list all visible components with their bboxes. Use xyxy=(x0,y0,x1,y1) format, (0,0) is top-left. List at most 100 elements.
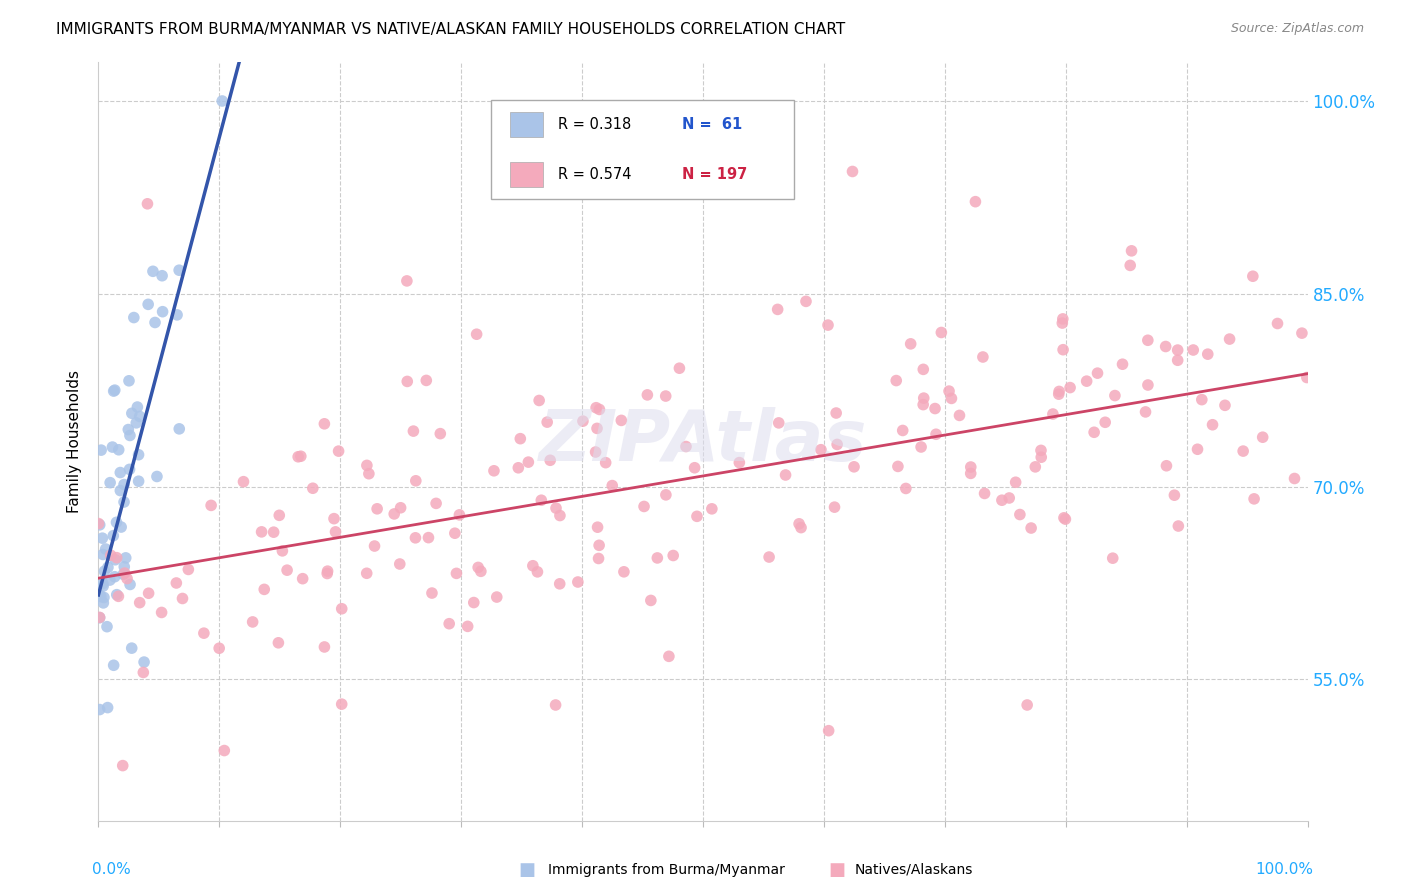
Point xyxy=(768,416,790,430)
Point xyxy=(1042,407,1064,421)
Point xyxy=(103,384,125,398)
Point xyxy=(610,413,633,427)
Point xyxy=(1219,332,1241,346)
Point xyxy=(89,517,111,532)
Point xyxy=(388,557,411,571)
Point xyxy=(686,509,709,524)
Point xyxy=(389,500,412,515)
Point xyxy=(89,702,111,716)
Text: IMMIGRANTS FROM BURMA/MYANMAR VS NATIVE/ALASKAN FAMILY HOUSEHOLDS CORRELATION CH: IMMIGRANTS FROM BURMA/MYANMAR VS NATIVE/… xyxy=(56,22,845,37)
Point xyxy=(959,460,981,475)
Point xyxy=(301,481,323,495)
Point xyxy=(425,496,447,510)
Point xyxy=(96,620,118,634)
Point xyxy=(465,327,488,342)
Point xyxy=(128,448,150,462)
Point xyxy=(482,464,505,478)
Point xyxy=(1054,512,1077,526)
Text: ■: ■ xyxy=(828,861,845,879)
Point xyxy=(775,467,797,482)
Point xyxy=(105,550,128,565)
Point xyxy=(98,475,121,490)
Point xyxy=(910,440,932,454)
Text: R = 0.574: R = 0.574 xyxy=(558,167,631,182)
FancyBboxPatch shape xyxy=(509,112,543,137)
Point xyxy=(675,440,697,454)
Point xyxy=(104,553,127,567)
Point xyxy=(107,590,129,604)
Point xyxy=(1052,316,1074,330)
Point xyxy=(90,590,112,604)
Point xyxy=(114,550,136,565)
Point xyxy=(382,507,405,521)
Text: 0.0%: 0.0% xyxy=(93,863,131,878)
Point xyxy=(291,572,314,586)
Point xyxy=(93,591,115,605)
Point xyxy=(544,698,567,712)
Point xyxy=(912,391,935,405)
Point xyxy=(825,437,848,451)
Point xyxy=(132,655,155,669)
Point xyxy=(887,459,910,474)
Point xyxy=(93,564,115,578)
Point xyxy=(1167,519,1189,533)
Point xyxy=(314,417,336,431)
Point xyxy=(118,374,141,388)
Text: ■: ■ xyxy=(519,861,536,879)
Point xyxy=(894,482,917,496)
Point xyxy=(924,401,946,416)
Point xyxy=(1213,398,1236,412)
Point xyxy=(595,456,617,470)
Text: Immigrants from Burma/Myanmar: Immigrants from Burma/Myanmar xyxy=(548,863,785,877)
Point xyxy=(548,508,571,523)
Point xyxy=(122,310,145,325)
Point xyxy=(110,466,132,480)
Point xyxy=(655,488,678,502)
Text: ZIPAtlas: ZIPAtlas xyxy=(538,407,868,476)
Point xyxy=(841,164,863,178)
Point xyxy=(948,409,970,423)
Point xyxy=(938,384,960,398)
Point xyxy=(357,467,380,481)
Text: 100.0%: 100.0% xyxy=(1256,863,1313,878)
Point xyxy=(177,562,200,576)
Point xyxy=(1119,259,1142,273)
Point xyxy=(94,541,117,556)
Point xyxy=(633,500,655,514)
Point xyxy=(193,626,215,640)
Point xyxy=(136,297,159,311)
Point xyxy=(97,700,120,714)
Point xyxy=(87,516,110,531)
Point xyxy=(118,428,141,442)
Point xyxy=(544,501,567,516)
Point xyxy=(117,423,139,437)
Point xyxy=(470,564,492,578)
Point xyxy=(1087,366,1109,380)
Point xyxy=(115,572,138,586)
Point xyxy=(1083,425,1105,440)
Point xyxy=(965,194,987,209)
Point xyxy=(973,486,995,500)
Point xyxy=(991,493,1014,508)
Point xyxy=(150,606,173,620)
FancyBboxPatch shape xyxy=(509,162,543,187)
Point xyxy=(842,459,865,474)
Point xyxy=(1053,511,1076,525)
Point xyxy=(900,336,922,351)
Point xyxy=(112,495,135,509)
Point xyxy=(794,294,817,309)
Point xyxy=(485,590,508,604)
Point xyxy=(89,610,111,624)
Point xyxy=(287,450,309,464)
Point xyxy=(167,263,190,277)
Point xyxy=(290,449,312,463)
Point xyxy=(1267,317,1289,331)
Point xyxy=(323,511,346,525)
Point xyxy=(103,529,125,543)
Point xyxy=(588,538,610,552)
Point xyxy=(214,743,236,757)
Point xyxy=(508,460,530,475)
Point xyxy=(211,94,233,108)
Point xyxy=(112,567,135,582)
Point xyxy=(509,432,531,446)
